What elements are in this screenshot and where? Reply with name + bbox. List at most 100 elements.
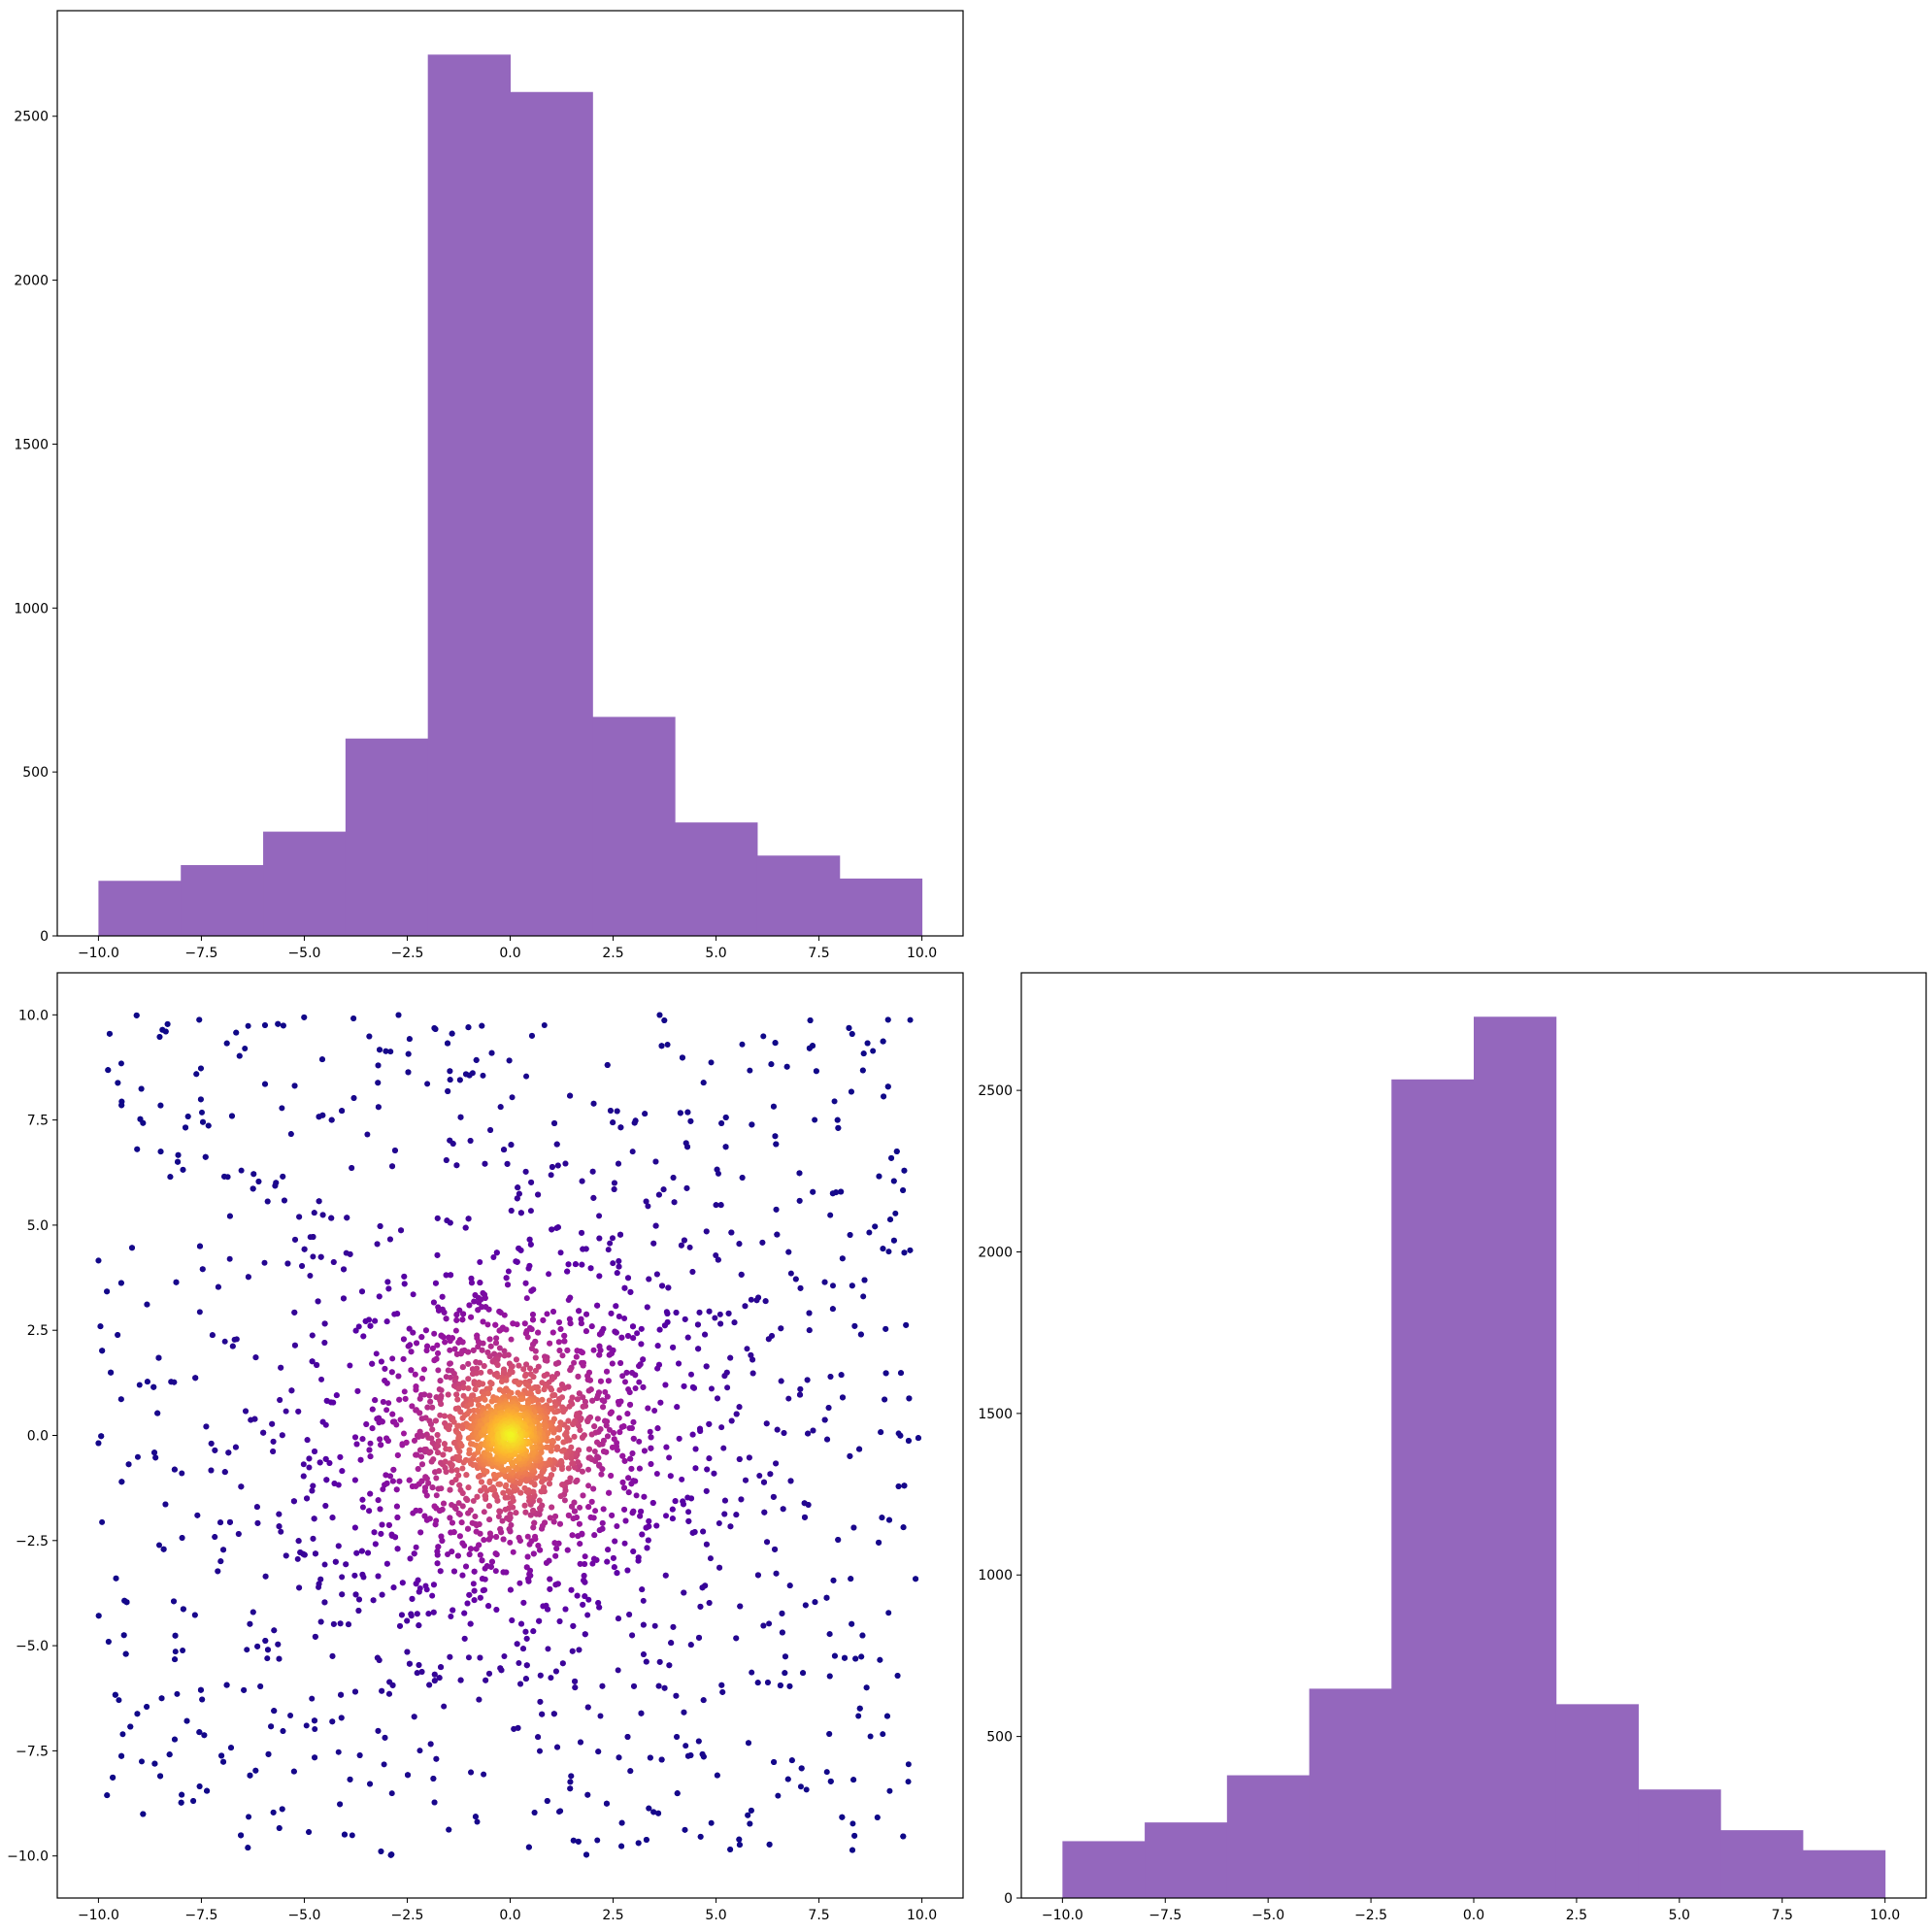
scatter-point [562,1160,569,1167]
scatter-point [528,1032,535,1039]
scatter-point [748,1351,754,1358]
scatter-point [441,1500,448,1507]
scatter-point [570,1420,577,1427]
scatter-point [95,1613,102,1619]
scatter-point [555,1319,562,1326]
scatter-point [319,1212,326,1218]
scatter-point [643,1198,649,1205]
scatter-point [433,1475,440,1482]
scatter-point [152,1454,159,1461]
scatter-point [118,1102,125,1109]
scatter-point [665,1284,672,1291]
scatter-point [607,1240,614,1247]
scatter-point [596,1331,603,1338]
scatter-point [706,1455,713,1462]
scatter-point [405,1772,412,1779]
scatter-point [473,1370,480,1377]
scatter-point [113,1575,119,1582]
scatter-point [382,1734,388,1741]
scatter-point [151,1760,158,1767]
scatter-point [264,1647,271,1653]
scatter-point [813,1068,819,1075]
scatter-point [539,1396,546,1403]
scatter-point [396,1396,403,1403]
scatter-point [494,1361,501,1368]
scatter-point [684,1144,691,1150]
scatter-point [670,1175,677,1182]
scatter-point [648,1445,654,1451]
scatter-point [492,1550,499,1557]
scatter-point [522,1168,529,1175]
scatter-point [115,1080,121,1086]
scatter-point [646,1276,652,1282]
scatter-point [468,1769,475,1776]
scatter-point [468,1280,475,1286]
scatter-point [606,1351,613,1358]
scatter-point [138,1085,145,1092]
scatter-point [590,1194,597,1201]
scatter-point [772,1040,779,1047]
scatter-point [801,1514,808,1520]
scatter-point [796,1197,803,1204]
scatter-point [528,1326,535,1333]
scatter-point [268,1723,275,1730]
scatter-point [535,1191,542,1198]
scatter-point [477,1258,483,1265]
scatter-point [674,1404,681,1411]
scatter-point [621,1540,628,1547]
scatter-point [441,1309,448,1316]
scatter-point [493,1335,500,1342]
scatter-point [194,1512,201,1518]
scatter-point [353,1549,360,1556]
scatter-point [422,1484,429,1491]
scatter-point [657,1399,664,1406]
scatter-point [532,1533,539,1540]
scatter-point [229,1343,236,1349]
hist-x-axes-frame [56,10,964,937]
scatter-point [762,1298,769,1305]
scatter-point [589,1168,596,1175]
scatter-point [521,1484,528,1491]
scatter-point [291,1342,298,1349]
scatter-point [458,1519,465,1526]
scatter-point [585,1504,592,1511]
scatter-point [630,1548,637,1554]
scatter-point [577,1541,583,1548]
scatter-point [683,1184,690,1191]
scatter-point [449,1141,456,1148]
scatter-point [287,1131,294,1138]
scatter-point [431,1330,438,1337]
scatter-point [386,1679,393,1685]
scatter-point [332,1558,339,1565]
scatter-point [604,1433,611,1440]
scatter-point [523,1073,530,1080]
scatter-point [388,1851,395,1858]
scatter-point [329,1718,336,1725]
scatter-point [804,1377,811,1383]
scatter-point [453,1391,460,1398]
scatter-point [527,1208,534,1215]
scatter-point [406,1660,413,1667]
scatter-point [405,1069,412,1076]
scatter-point [551,1540,558,1547]
scatter-point [506,1057,513,1064]
scatter-point [554,1435,561,1442]
scatter-point [295,1408,302,1415]
scatter-point [384,1438,391,1445]
scatter-point [643,1658,649,1665]
scatter-point [552,1513,559,1519]
scatter-point [629,1370,636,1377]
scatter-point [585,1596,592,1603]
scatter-point [536,1748,543,1754]
scatter-point [280,1728,286,1735]
scatter-point [190,1798,197,1805]
scatter-point [301,1246,308,1252]
scatter-point [476,1696,483,1703]
scatter-point [303,1722,310,1729]
scatter-point [616,1258,622,1265]
scatter-point [304,1495,311,1502]
scatter-point [900,1187,907,1194]
scatter-point [441,1703,448,1710]
scatter-point [749,1121,755,1128]
scatter-point [228,1113,235,1119]
